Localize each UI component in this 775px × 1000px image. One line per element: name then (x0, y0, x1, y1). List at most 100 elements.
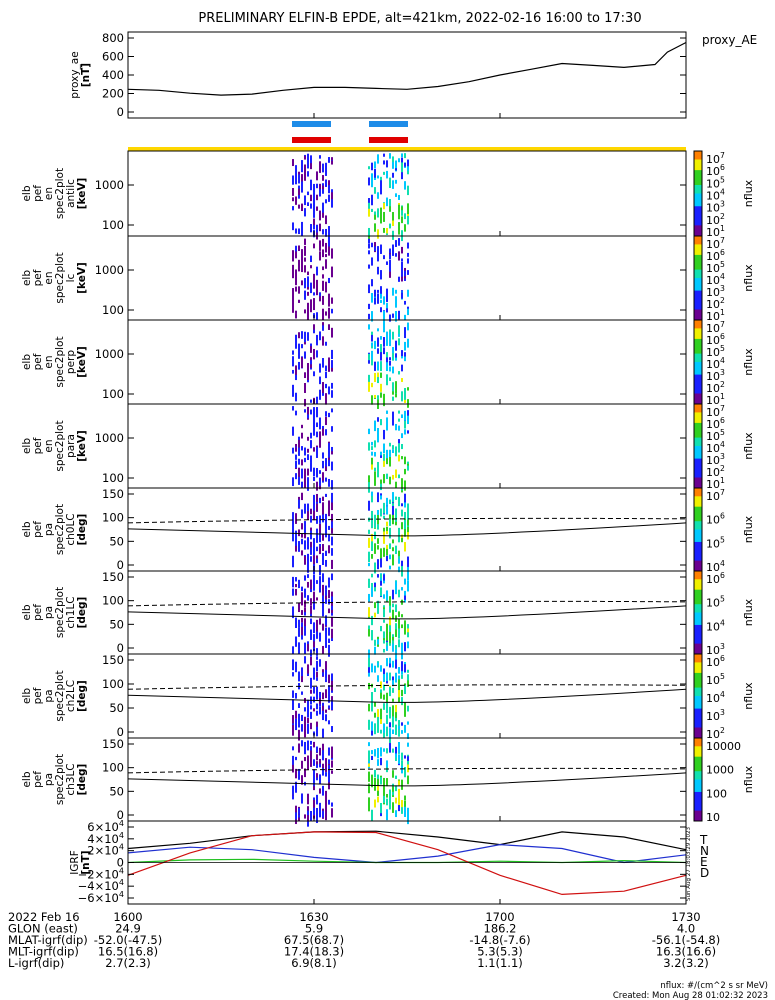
spectrogram-cell (371, 342, 373, 347)
spectrogram-cell (325, 199, 327, 204)
spectrogram-cell (322, 623, 324, 631)
spectrogram-cell (301, 471, 303, 479)
colorbar-cell (694, 170, 702, 173)
colorbar-cell (694, 355, 702, 359)
spectrogram-cell (304, 530, 306, 535)
spectrogram-cell (310, 605, 312, 614)
spectrogram-cell (295, 537, 297, 548)
spectrogram (292, 491, 409, 577)
spectrogram-cell (331, 609, 333, 614)
spectrogram-cell (313, 634, 315, 642)
spectrogram-cell (404, 162, 406, 167)
colorbar-cell (694, 742, 702, 745)
spectrogram-cell (304, 468, 306, 480)
spectrogram-cell (328, 685, 330, 694)
spectrogram-cell (307, 664, 309, 674)
spectrogram-cell (316, 775, 318, 781)
spectrogram-cell (389, 442, 391, 447)
spectrogram-cell (404, 542, 406, 552)
colorbar-cell (694, 153, 702, 156)
spectrogram-cell (322, 584, 324, 596)
spectrogram-cell (386, 423, 388, 428)
colorbar-cell (694, 452, 702, 455)
spectrogram-cell (301, 626, 303, 636)
spectrogram-cell (401, 807, 403, 814)
spectrogram-cell (322, 768, 324, 776)
colorbar-cell (694, 172, 702, 175)
spectrogram-cell (325, 762, 327, 772)
colorbar-cell (694, 418, 702, 422)
spectrogram-cell (328, 187, 330, 192)
series-N (127, 843, 687, 864)
ylabel-line: pef (32, 353, 44, 370)
spectrogram-cell (322, 163, 324, 173)
spectrogram-cell (398, 742, 400, 753)
ylabel-line: pef (32, 437, 44, 454)
spectrogram-cell (310, 155, 312, 164)
spectrogram-cell (307, 537, 309, 541)
spectrogram-cell (298, 361, 300, 370)
spectrogram-cell (395, 775, 397, 779)
loss-cone-line (127, 772, 687, 787)
colorbar-cell (694, 437, 702, 441)
colorbar-cell (694, 527, 702, 530)
spectrogram-cell (395, 672, 397, 683)
spectrogram-cell (301, 203, 303, 212)
colorbar-cell (694, 362, 702, 365)
spectrogram-cell (328, 460, 330, 467)
colorbar-cell (694, 812, 702, 816)
spectrogram-cell (386, 763, 388, 773)
spectrogram-cell (319, 420, 321, 427)
colorbar-label: nflux (742, 179, 755, 207)
spectrogram-cell (389, 271, 391, 278)
colorbar-cell (694, 443, 702, 447)
spectrogram-cell (383, 782, 385, 791)
spectrogram-cell (377, 509, 379, 517)
spectrogram-cell (319, 758, 321, 764)
spectrogram-cell (404, 353, 406, 362)
spectrogram-cell (404, 805, 406, 810)
spectrogram-cell (371, 208, 373, 212)
spectrogram-cell (325, 228, 327, 237)
spectrogram-cell (328, 180, 330, 186)
spectrogram-cell (316, 721, 318, 731)
spectrogram-cell (328, 638, 330, 644)
spectrogram-cell (310, 760, 312, 767)
colorbar-cell (694, 429, 702, 432)
spectrogram-cell (307, 539, 309, 550)
spectrogram-cell (368, 243, 370, 249)
spectrogram-cell (328, 676, 330, 684)
spectrogram-cell (407, 559, 409, 565)
spectrogram-cell (377, 538, 379, 544)
spectrogram-cell (401, 730, 403, 734)
spectrogram-cell (377, 600, 379, 611)
colorbar-cell (694, 762, 702, 766)
spectrogram-cell (383, 728, 385, 739)
ylabel-line: [nT] (80, 850, 92, 874)
spectrogram-cell (371, 533, 373, 544)
ytick-label: −4×104 (78, 878, 124, 893)
spectrogram-cell (316, 183, 318, 189)
colorbar-cell (694, 193, 702, 197)
spectrogram-cell (407, 387, 409, 391)
colorbar-cell (694, 668, 702, 672)
colorbar-cell (694, 178, 702, 182)
ylabel-line: ch1LC (65, 596, 77, 628)
spectrogram-cell (298, 543, 300, 552)
spectrogram-cell (386, 809, 388, 821)
zone-bar-red-1 (369, 137, 408, 143)
spectrogram-cell (398, 439, 400, 444)
spectrogram-cell (401, 246, 403, 254)
spectrogram-cell (371, 755, 373, 760)
colorbar-cell (694, 512, 702, 516)
spectrogram-cell (331, 199, 333, 208)
spectrogram-cell (377, 328, 379, 332)
colorbar-cell (694, 525, 702, 528)
colorbar-cell (694, 510, 702, 514)
spectrogram-cell (392, 216, 394, 226)
spectrogram-cell (395, 810, 397, 818)
spectrogram-cell (295, 310, 297, 314)
spectrogram-cell (313, 329, 315, 334)
